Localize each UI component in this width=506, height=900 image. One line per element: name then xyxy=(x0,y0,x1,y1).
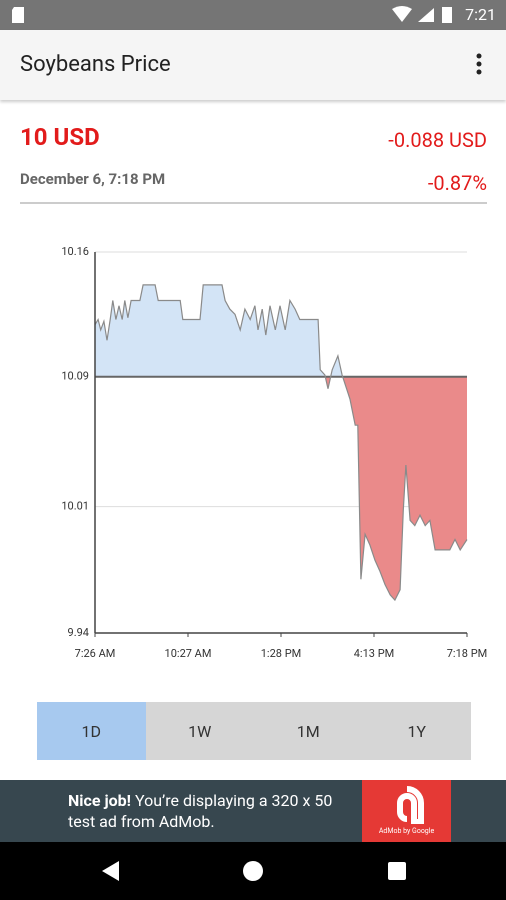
range-tab[interactable]: 1D xyxy=(37,702,146,760)
y-tick-label: 10.16 xyxy=(61,245,89,258)
clock: 7:21 xyxy=(465,5,496,24)
status-icons xyxy=(392,6,452,23)
area-above xyxy=(95,284,343,377)
overflow-menu[interactable] xyxy=(474,52,484,78)
recents-button[interactable] xyxy=(388,862,406,880)
ad-text: Nice job! You’re displaying a 320 x 50 te… xyxy=(68,790,332,832)
ad-line1: You’re displaying a 320 x 50 xyxy=(134,791,333,810)
ad-line2: test ad from AdMob. xyxy=(68,812,215,831)
sd-icon xyxy=(12,7,24,23)
range-tabs: 1D 1W 1M 1Y xyxy=(37,702,471,760)
date: December 6, 7:18 PM xyxy=(20,170,166,188)
admob-icon xyxy=(397,786,424,824)
change: -0.088 USD xyxy=(388,128,487,152)
range-tab[interactable]: 1W xyxy=(145,702,254,760)
price-line xyxy=(94,284,468,602)
ad-headline: Nice job! xyxy=(68,791,131,810)
x-tick-label: 10:27 AM xyxy=(165,647,212,660)
area-below xyxy=(95,376,467,601)
change-percent: -0.87% xyxy=(427,171,487,195)
y-tick-label: 10.09 xyxy=(61,370,89,383)
home-button[interactable] xyxy=(243,861,263,881)
y-tick-label: 10.01 xyxy=(61,499,89,512)
y-tick-label: 9.94 xyxy=(68,626,89,639)
app-bar: Soybeans Price xyxy=(0,30,506,100)
range-tab[interactable]: 1Y xyxy=(362,702,471,760)
x-tick-label: 7:26 AM xyxy=(75,647,116,660)
ad-logo-text: AdMob by Google xyxy=(378,827,435,835)
ad-banner[interactable]: Nice job! You’re displaying a 320 x 50 te… xyxy=(0,780,506,842)
divider xyxy=(20,202,487,204)
status-bar: 7:21 xyxy=(0,0,506,30)
nav-bar xyxy=(0,842,506,900)
x-tick-label: 1:28 PM xyxy=(261,647,301,660)
app-title: Soybeans Price xyxy=(20,52,171,77)
nav-buttons xyxy=(102,861,406,881)
ad-logo: AdMob by Google xyxy=(362,780,451,842)
x-tick-label: 4:13 PM xyxy=(354,647,394,660)
range-tab[interactable]: 1M xyxy=(254,702,363,760)
chart: 10.16 10.09 10.01 9.94 7:26 AM 10:27 AM 1:28 P… xyxy=(61,245,487,660)
x-tick-label: 7:18 PM xyxy=(447,647,487,660)
price: 10 USD xyxy=(20,123,100,151)
back-button[interactable] xyxy=(102,861,119,881)
